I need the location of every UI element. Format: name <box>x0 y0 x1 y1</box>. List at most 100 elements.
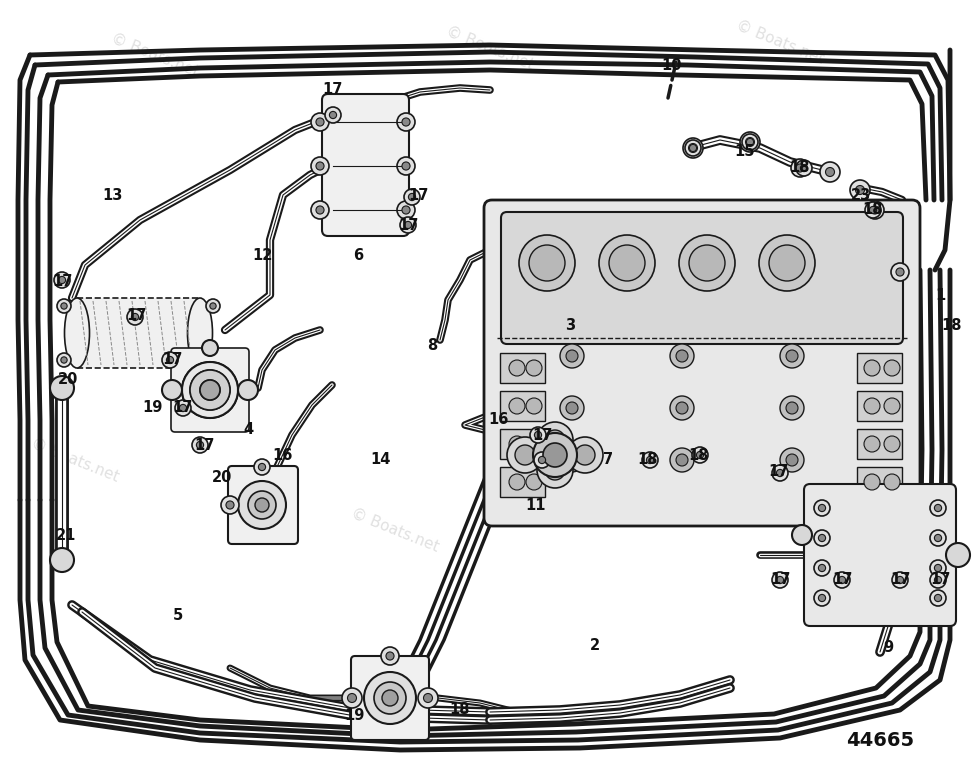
Circle shape <box>567 437 603 473</box>
Circle shape <box>182 362 237 418</box>
Circle shape <box>883 474 899 490</box>
FancyBboxPatch shape <box>171 348 249 432</box>
Circle shape <box>61 303 67 309</box>
Circle shape <box>526 360 541 376</box>
Text: 19: 19 <box>142 399 162 414</box>
Circle shape <box>768 245 804 281</box>
Circle shape <box>408 193 415 200</box>
Circle shape <box>59 276 65 283</box>
Circle shape <box>598 235 655 291</box>
Circle shape <box>929 500 945 516</box>
Text: © Boats.net: © Boats.net <box>733 17 826 67</box>
Circle shape <box>381 647 399 665</box>
Circle shape <box>891 572 907 588</box>
Circle shape <box>210 303 216 309</box>
FancyBboxPatch shape <box>351 656 429 740</box>
Circle shape <box>813 530 829 546</box>
Circle shape <box>50 548 74 572</box>
Circle shape <box>818 565 825 572</box>
Circle shape <box>237 380 258 400</box>
Circle shape <box>530 427 545 443</box>
Circle shape <box>566 350 577 362</box>
Circle shape <box>883 398 899 414</box>
Circle shape <box>182 362 237 418</box>
Circle shape <box>402 162 409 170</box>
Circle shape <box>526 436 541 452</box>
Circle shape <box>190 370 230 410</box>
Circle shape <box>311 113 328 131</box>
Text: © Boats.net: © Boats.net <box>444 23 535 73</box>
Circle shape <box>675 454 687 466</box>
Circle shape <box>190 370 230 410</box>
Circle shape <box>57 353 71 367</box>
Text: 10: 10 <box>661 57 682 73</box>
Circle shape <box>786 402 797 414</box>
Text: 16: 16 <box>273 448 293 463</box>
Text: 2: 2 <box>589 637 600 652</box>
Text: © Boats.net: © Boats.net <box>349 506 441 554</box>
Text: 18: 18 <box>789 161 809 175</box>
Circle shape <box>423 694 432 702</box>
Circle shape <box>818 504 825 511</box>
Bar <box>856 429 901 459</box>
Circle shape <box>324 107 341 123</box>
Circle shape <box>933 535 941 542</box>
Text: 18: 18 <box>637 453 658 467</box>
Circle shape <box>131 313 139 320</box>
Circle shape <box>786 350 797 362</box>
Circle shape <box>609 245 645 281</box>
Circle shape <box>316 118 323 126</box>
Circle shape <box>675 350 687 362</box>
Circle shape <box>566 454 577 466</box>
Circle shape <box>863 474 879 490</box>
Text: 17: 17 <box>831 572 851 587</box>
Circle shape <box>780 448 803 472</box>
Circle shape <box>883 436 899 452</box>
Text: 9: 9 <box>882 640 892 655</box>
Circle shape <box>57 299 71 313</box>
Circle shape <box>529 245 565 281</box>
Circle shape <box>849 180 870 200</box>
Circle shape <box>162 352 178 368</box>
Text: 17: 17 <box>769 572 789 587</box>
Circle shape <box>669 448 694 472</box>
Text: 13: 13 <box>102 187 122 203</box>
FancyBboxPatch shape <box>228 466 298 544</box>
Text: 4: 4 <box>242 423 253 438</box>
Circle shape <box>50 376 74 400</box>
Text: 15: 15 <box>734 145 754 160</box>
Circle shape <box>382 690 398 706</box>
Circle shape <box>196 442 203 449</box>
Circle shape <box>669 344 694 368</box>
Circle shape <box>825 168 833 176</box>
Circle shape <box>819 162 839 182</box>
Text: 44665: 44665 <box>845 731 913 749</box>
Circle shape <box>515 445 534 465</box>
Circle shape <box>688 143 697 153</box>
Circle shape <box>404 189 419 205</box>
Text: © Boats.net: © Boats.net <box>108 31 201 79</box>
Circle shape <box>526 398 541 414</box>
Circle shape <box>533 431 541 438</box>
Circle shape <box>813 500 829 516</box>
Circle shape <box>780 344 803 368</box>
Circle shape <box>402 206 409 214</box>
Circle shape <box>818 594 825 601</box>
Circle shape <box>795 164 803 172</box>
Circle shape <box>202 340 218 356</box>
Circle shape <box>560 344 583 368</box>
FancyBboxPatch shape <box>484 200 919 526</box>
Bar <box>499 391 544 421</box>
FancyBboxPatch shape <box>321 94 408 236</box>
Circle shape <box>871 206 878 214</box>
Text: 7: 7 <box>603 453 613 467</box>
Circle shape <box>786 454 797 466</box>
Circle shape <box>508 474 525 490</box>
Circle shape <box>526 474 541 490</box>
Circle shape <box>675 402 687 414</box>
Text: 19: 19 <box>345 708 364 723</box>
Circle shape <box>400 217 415 233</box>
Circle shape <box>669 396 694 420</box>
Circle shape <box>560 448 583 472</box>
Circle shape <box>166 356 174 363</box>
